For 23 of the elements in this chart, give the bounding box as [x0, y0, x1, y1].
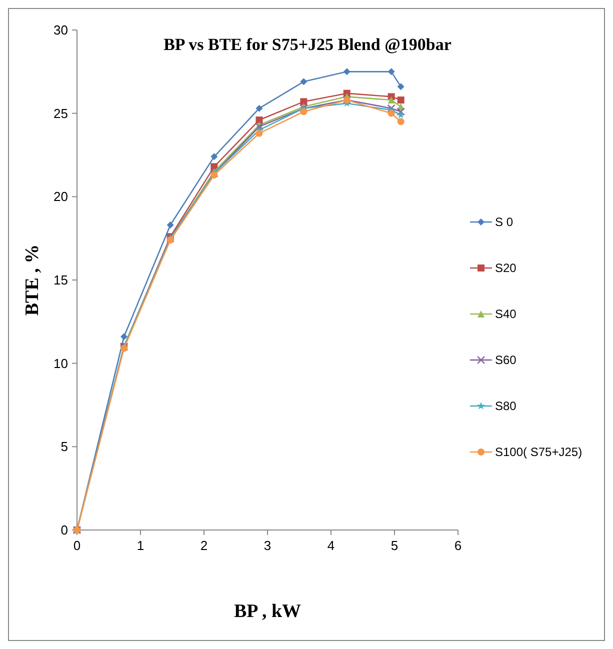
y-tick-label: 15 [54, 272, 68, 288]
x-tick-label: 2 [200, 538, 208, 553]
x-tick-label: 4 [327, 538, 335, 553]
legend-label: S20 [495, 261, 517, 276]
x-tick-label: 6 [454, 538, 462, 553]
x-tick-label: 1 [136, 538, 144, 553]
y-axis-title: BTE , % [22, 244, 43, 316]
legend-label: S 0 [495, 215, 514, 230]
x-tick-label: 3 [264, 538, 272, 553]
x-tick-label: 0 [73, 538, 81, 553]
legend-label: S100( S75+J25) [495, 445, 582, 460]
x-tick-label: 5 [390, 538, 398, 553]
legend-label: S60 [495, 353, 517, 368]
legend-label: S80 [495, 399, 517, 414]
y-tick-label: 30 [54, 22, 68, 38]
y-tick-label: 20 [54, 189, 68, 204]
y-tick-label: 0 [60, 522, 68, 538]
y-tick-label: 25 [54, 106, 68, 121]
legend-label: S40 [495, 307, 517, 322]
chart-title: BP vs BTE for S75+J25 Blend @190bar [164, 35, 452, 54]
x-axis-title: BP , kW [234, 601, 302, 622]
y-tick-label: 5 [60, 439, 68, 454]
y-tick-label: 10 [54, 356, 68, 371]
